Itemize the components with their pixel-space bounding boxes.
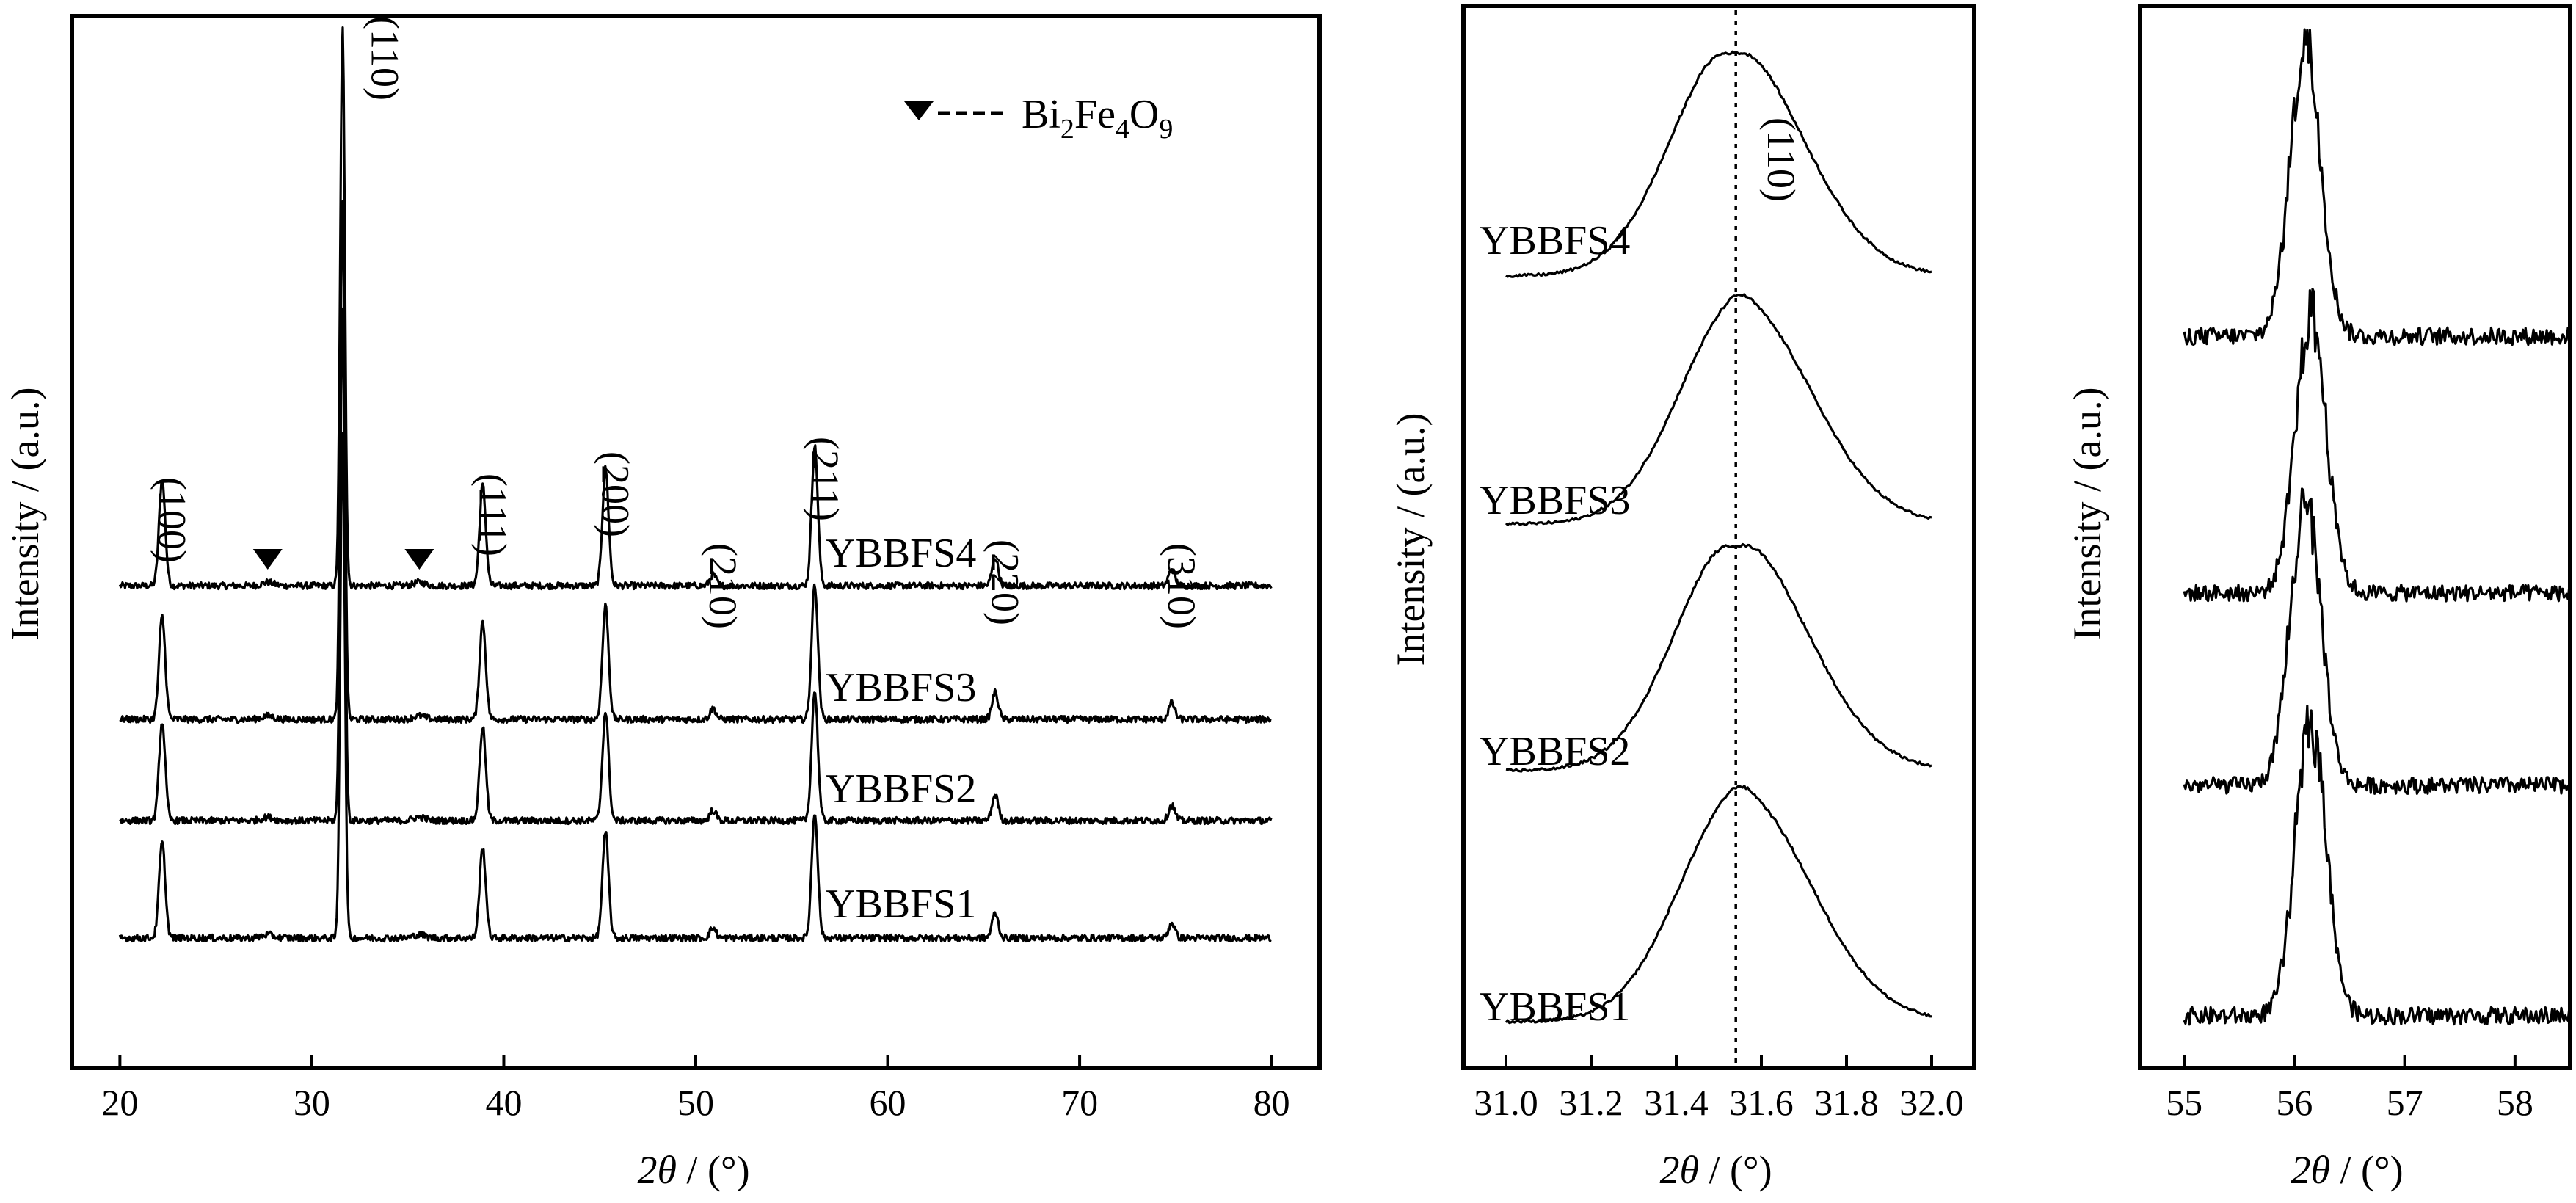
panel-b: (110) 31.0 31.2 31.4 31.6 31.8 32.0 YBBFS4YBB… — [1389, 4, 1976, 1192]
panel-a-peak-label: (210) — [701, 543, 745, 629]
panel-a-sample-labels: YBBFS4 YBBFS3 YBBFS2 YBBFS1 — [826, 531, 976, 927]
panel-b-tick-label: 31.4 — [1644, 1082, 1709, 1123]
panel-a-legend: Bi2Fe4O9 — [904, 92, 1173, 145]
panel-b-trace-ybbfs3 — [1505, 293, 1932, 526]
panel-a-traces — [118, 26, 1273, 943]
panel-a-peak-label: (220) — [983, 539, 1027, 625]
panel-b-tick-label: 31.8 — [1814, 1082, 1879, 1123]
panel-b-trace-ybbfs4 — [1505, 50, 1932, 278]
panel-a-ticks: 20 30 40 50 60 70 80 — [101, 1055, 1290, 1123]
panel-b-frame — [1461, 4, 1976, 1070]
panel-b-sample-labels: YBBFS4 YBBFS3 YBBFS2 YBBFS1 — [1480, 218, 1630, 1030]
panel-b-tick-label: 32.0 — [1899, 1082, 1964, 1123]
panel-b-sample-label: YBBFS4 — [1480, 218, 1630, 264]
panel-a-trace-ybbfs4 — [118, 26, 1273, 591]
panel-c-tick-label: 57 — [2387, 1082, 2423, 1123]
panel-b-x-axis-label: 2θ / (°) — [1659, 1148, 1772, 1192]
panel-a-tick-label: 80 — [1254, 1082, 1290, 1123]
panel-b-ticks: 31.0 31.2 31.4 31.6 31.8 32.0 — [1474, 1055, 1964, 1123]
panel-a-frame — [70, 14, 1322, 1070]
panel-c-x-axis-label: 2θ / (°) — [2291, 1148, 2403, 1192]
panel-a-trace-ybbfs2 — [119, 307, 1273, 826]
panel-a-tick-label: 30 — [294, 1082, 330, 1123]
panel-a-impurity-triangle — [404, 549, 434, 570]
panel-c-trace-ybbfs3 — [2183, 288, 2571, 603]
panel-b-tick-label: 31.6 — [1729, 1082, 1794, 1123]
panel-c-trace-ybbfs1 — [2183, 704, 2571, 1026]
panel-a-impurity-triangle — [252, 549, 283, 570]
panel-c-y-axis-label: Intensity / (a.u.) — [2065, 388, 2109, 641]
panel-a-peak-labels: (100) (110) (111) (200) (210) (211) (220) (310) — [150, 16, 1204, 629]
panel-c-tick-label: 56 — [2276, 1082, 2313, 1123]
panel-a-tick-label: 70 — [1061, 1082, 1098, 1123]
panel-a-tick-label: 40 — [485, 1082, 522, 1123]
panel-a-tick-label: 60 — [870, 1082, 906, 1123]
panel-c-traces — [2183, 28, 2571, 1026]
panel-a-peak-label: (310) — [1160, 543, 1204, 629]
panel-b-trace-ybbfs1 — [1505, 784, 1932, 1025]
panel-c-trace-ybbfs4 — [2183, 28, 2571, 346]
panel-c: 55 56 57 58 2θ / (°) Intensity / (a.u.) — [2065, 4, 2572, 1192]
panel-a-trace-ybbfs3 — [119, 200, 1272, 724]
panel-a-y-axis-label: Intensity / (a.u.) — [3, 388, 47, 641]
panel-a-trace-ybbfs1 — [118, 432, 1272, 943]
panel-a-peak-label: (211) — [803, 437, 847, 521]
panel-b-sample-label: YBBFS1 — [1480, 984, 1630, 1030]
panel-c-tick-label: 58 — [2497, 1082, 2533, 1123]
panel-a-sample-label: YBBFS1 — [826, 882, 976, 927]
panel-a-tick-label: 50 — [677, 1082, 714, 1123]
panel-a-peak-label: (110) — [363, 16, 407, 101]
panel-a: 20 30 40 50 60 70 80 (100) (110) (111) (200) (210)… — [3, 14, 1322, 1192]
panel-a-peak-label: (111) — [470, 473, 514, 556]
panel-c-tick-label: 55 — [2166, 1082, 2202, 1123]
panel-b-reference-label: (110) — [1759, 117, 1803, 202]
panel-b-tick-label: 31.0 — [1474, 1082, 1538, 1123]
panel-a-impurity-markers — [252, 549, 434, 570]
panel-a-sample-label: YBBFS4 — [826, 531, 976, 576]
panel-c-trace-ybbfs2 — [2183, 487, 2571, 795]
legend-triangle-marker — [904, 101, 934, 120]
panel-b-sample-label: YBBFS3 — [1480, 478, 1630, 523]
panel-a-peak-label: (200) — [594, 451, 638, 537]
panel-b-y-axis-label: Intensity / (a.u.) — [1389, 413, 1433, 666]
legend-label: Bi2Fe4O9 — [1022, 92, 1173, 145]
panel-b-traces — [1505, 50, 1932, 1025]
panel-b-tick-label: 31.2 — [1559, 1082, 1623, 1123]
panel-a-x-axis-label: 2θ / (°) — [637, 1148, 749, 1192]
panel-a-tick-label: 20 — [101, 1082, 138, 1123]
panel-b-trace-ybbfs2 — [1505, 542, 1932, 773]
panel-a-peak-label: (100) — [150, 477, 194, 563]
panel-a-sample-label: YBBFS2 — [826, 766, 976, 812]
panel-c-ticks: 55 56 57 58 — [2166, 1055, 2533, 1123]
panel-b-sample-label: YBBFS2 — [1480, 729, 1630, 774]
panel-c-frame — [2138, 4, 2572, 1070]
panel-a-sample-label: YBBFS3 — [826, 665, 976, 710]
